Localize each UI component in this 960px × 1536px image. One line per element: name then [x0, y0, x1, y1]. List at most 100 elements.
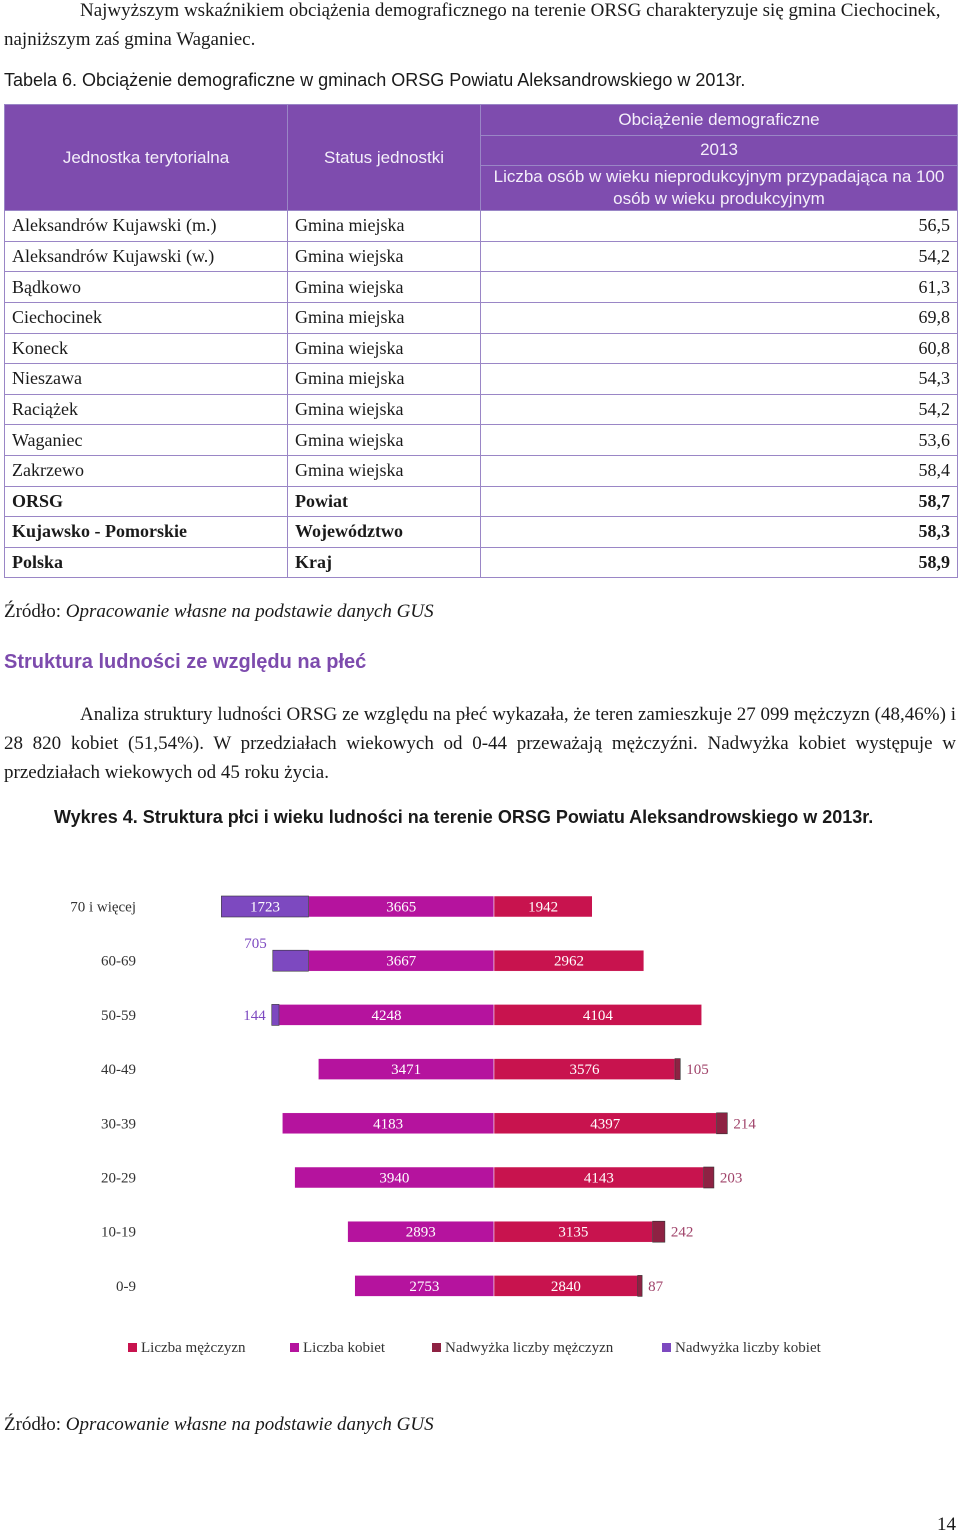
men-surplus-label: 87 — [648, 1279, 664, 1295]
unit-cell: Raciążek — [4, 393, 288, 426]
legend-entry: Nadwyżka liczby mężczyzn — [445, 1340, 614, 1356]
women-bar-label: 3940 — [379, 1171, 409, 1187]
value-cell: 54,2 — [480, 240, 958, 273]
men-bar-label: 4104 — [583, 1008, 614, 1024]
table-caption: Tabela 6. Obciążenie demograficzne w gmi… — [4, 70, 746, 90]
women-surplus-label: 705 — [244, 936, 267, 952]
unit-cell: ORSG — [4, 485, 288, 518]
chart-source: Źródło: Opracowanie własne na podstawie … — [4, 1410, 434, 1439]
table-row: Polska Kraj 58,9 — [4, 546, 958, 579]
men-bar-label: 3135 — [558, 1225, 588, 1241]
women-surplus-bar — [271, 1004, 280, 1026]
category-label: 70 i więcej — [70, 900, 136, 916]
women-surplus-bar — [272, 949, 309, 972]
status-cell: Kraj — [287, 546, 481, 579]
women-bar-label: 2893 — [406, 1225, 436, 1241]
unit-cell: Ciechocinek — [4, 301, 288, 334]
value-cell: 61,3 — [480, 271, 958, 303]
table-row: Kujawsko - Pomorskie Województwo 58,3 — [4, 516, 958, 548]
status-cell: Województwo — [287, 516, 481, 548]
men-surplus-label: 214 — [733, 1116, 756, 1132]
value-cell: 53,6 — [480, 424, 958, 456]
women-surplus-label: 1723 — [250, 900, 280, 916]
chart-caption: Wykres 4. Struktura płci i wieku ludnośc… — [54, 807, 874, 827]
unit-cell: Koneck — [4, 332, 288, 365]
status-cell: Gmina wiejska — [287, 454, 481, 487]
men-bar-label: 3576 — [569, 1062, 600, 1078]
table-row: Koneck Gmina wiejska 60,8 — [4, 332, 958, 365]
category-label: 60-69 — [101, 954, 136, 970]
value-cell: 58,9 — [480, 546, 958, 579]
intro-paragraph: Najwyższym wskaźnikiem obciążenia demogr… — [4, 0, 941, 50]
women-bar-label: 3471 — [391, 1062, 421, 1078]
men-surplus-label: 242 — [671, 1225, 694, 1241]
status-cell: Gmina miejska — [287, 301, 481, 334]
unit-cell: Bądkowo — [4, 271, 288, 303]
women-bar-label: 4183 — [373, 1116, 403, 1132]
unit-cell: Kujawsko - Pomorskie — [4, 516, 288, 548]
table-row: Raciążek Gmina wiejska 54,2 — [4, 393, 958, 426]
men-surplus-bar — [674, 1058, 681, 1080]
header-group: Obciążenie demograficzne — [480, 104, 958, 136]
table-row: Aleksandrów Kujawski (m.) Gmina miejska 56… — [4, 210, 958, 242]
table-row: Ciechocinek Gmina miejska 69,8 — [4, 301, 958, 334]
table-row: Nieszawa Gmina miejska 54,3 — [4, 363, 958, 395]
men-bar-label: 1942 — [528, 900, 558, 916]
men-surplus-label: 203 — [720, 1171, 743, 1187]
men-surplus-bar — [703, 1166, 715, 1189]
table-row: Zakrzewo Gmina wiejska 58,4 — [4, 454, 958, 487]
header-measure: Liczba osób w wieku nieprodukcyjnym przy… — [480, 165, 958, 212]
category-label: 0-9 — [116, 1279, 136, 1295]
men-bar-label: 2840 — [551, 1279, 581, 1295]
table-row: Bądkowo Gmina wiejska 61,3 — [4, 271, 958, 303]
status-cell: Gmina wiejska — [287, 424, 481, 456]
status-cell: Powiat — [287, 485, 481, 518]
table-row: Waganiec Gmina wiejska 53,6 — [4, 424, 958, 456]
men-bar-label: 4397 — [590, 1116, 621, 1132]
value-cell: 54,3 — [480, 363, 958, 395]
legend-swatch — [128, 1343, 137, 1352]
unit-cell: Aleksandrów Kujawski (w.) — [4, 240, 288, 273]
category-label: 50-59 — [101, 1008, 136, 1024]
source-label: Źródło: — [4, 1414, 66, 1435]
unit-cell: Zakrzewo — [4, 454, 288, 487]
body-paragraph: Analiza struktury ludności ORSG ze wzglę… — [4, 704, 956, 783]
header-year: 2013 — [480, 134, 958, 167]
status-cell: Gmina miejska — [287, 210, 481, 242]
men-bar — [493, 1004, 702, 1026]
legend-swatch — [662, 1343, 671, 1352]
value-cell: 58,7 — [480, 485, 958, 518]
legend-swatch — [432, 1343, 441, 1352]
unit-cell: Aleksandrów Kujawski (m.) — [4, 210, 288, 242]
population-pyramid-chart: 70 i więcej 3665 1942 1723 60-69 3667 2962 705 5… — [70, 895, 822, 1356]
header-status: Status jednostki — [287, 103, 481, 212]
status-cell: Gmina miejska — [287, 363, 481, 395]
unit-cell: Nieszawa — [4, 363, 288, 395]
source-text: Opracowanie własne na podstawie danych G… — [65, 601, 434, 622]
value-cell: 58,3 — [480, 516, 958, 548]
demographic-table: Jednostka terytorialna Status jednostki … — [4, 103, 958, 579]
men-surplus-label: 105 — [686, 1062, 709, 1078]
women-surplus-label: 144 — [243, 1008, 266, 1024]
value-cell: 58,4 — [480, 454, 958, 487]
legend-entry: Liczba mężczyzn — [141, 1340, 246, 1356]
women-surplus-bar — [221, 895, 309, 918]
table-row: ORSG Powiat 58,7 — [4, 485, 958, 518]
value-cell: 69,8 — [480, 301, 958, 334]
category-label: 10-19 — [101, 1225, 136, 1241]
value-cell: 60,8 — [480, 332, 958, 365]
category-label: 40-49 — [101, 1062, 136, 1078]
men-surplus-bar — [637, 1275, 643, 1297]
men-bar — [493, 895, 593, 918]
header-unit: Jednostka terytorialna — [4, 103, 288, 212]
source-label: Źródło: — [4, 601, 66, 622]
legend-swatch — [290, 1343, 299, 1352]
page-number: 14 — [937, 1514, 956, 1535]
men-surplus-bar — [652, 1220, 666, 1243]
category-label: 30-39 — [101, 1116, 136, 1132]
table-row: Aleksandrów Kujawski (w.) Gmina wiejska 54… — [4, 240, 958, 273]
women-bar-label: 2753 — [409, 1279, 439, 1295]
status-cell: Gmina wiejska — [287, 332, 481, 365]
women-bar-label: 3665 — [386, 900, 416, 916]
men-bar — [493, 949, 645, 972]
